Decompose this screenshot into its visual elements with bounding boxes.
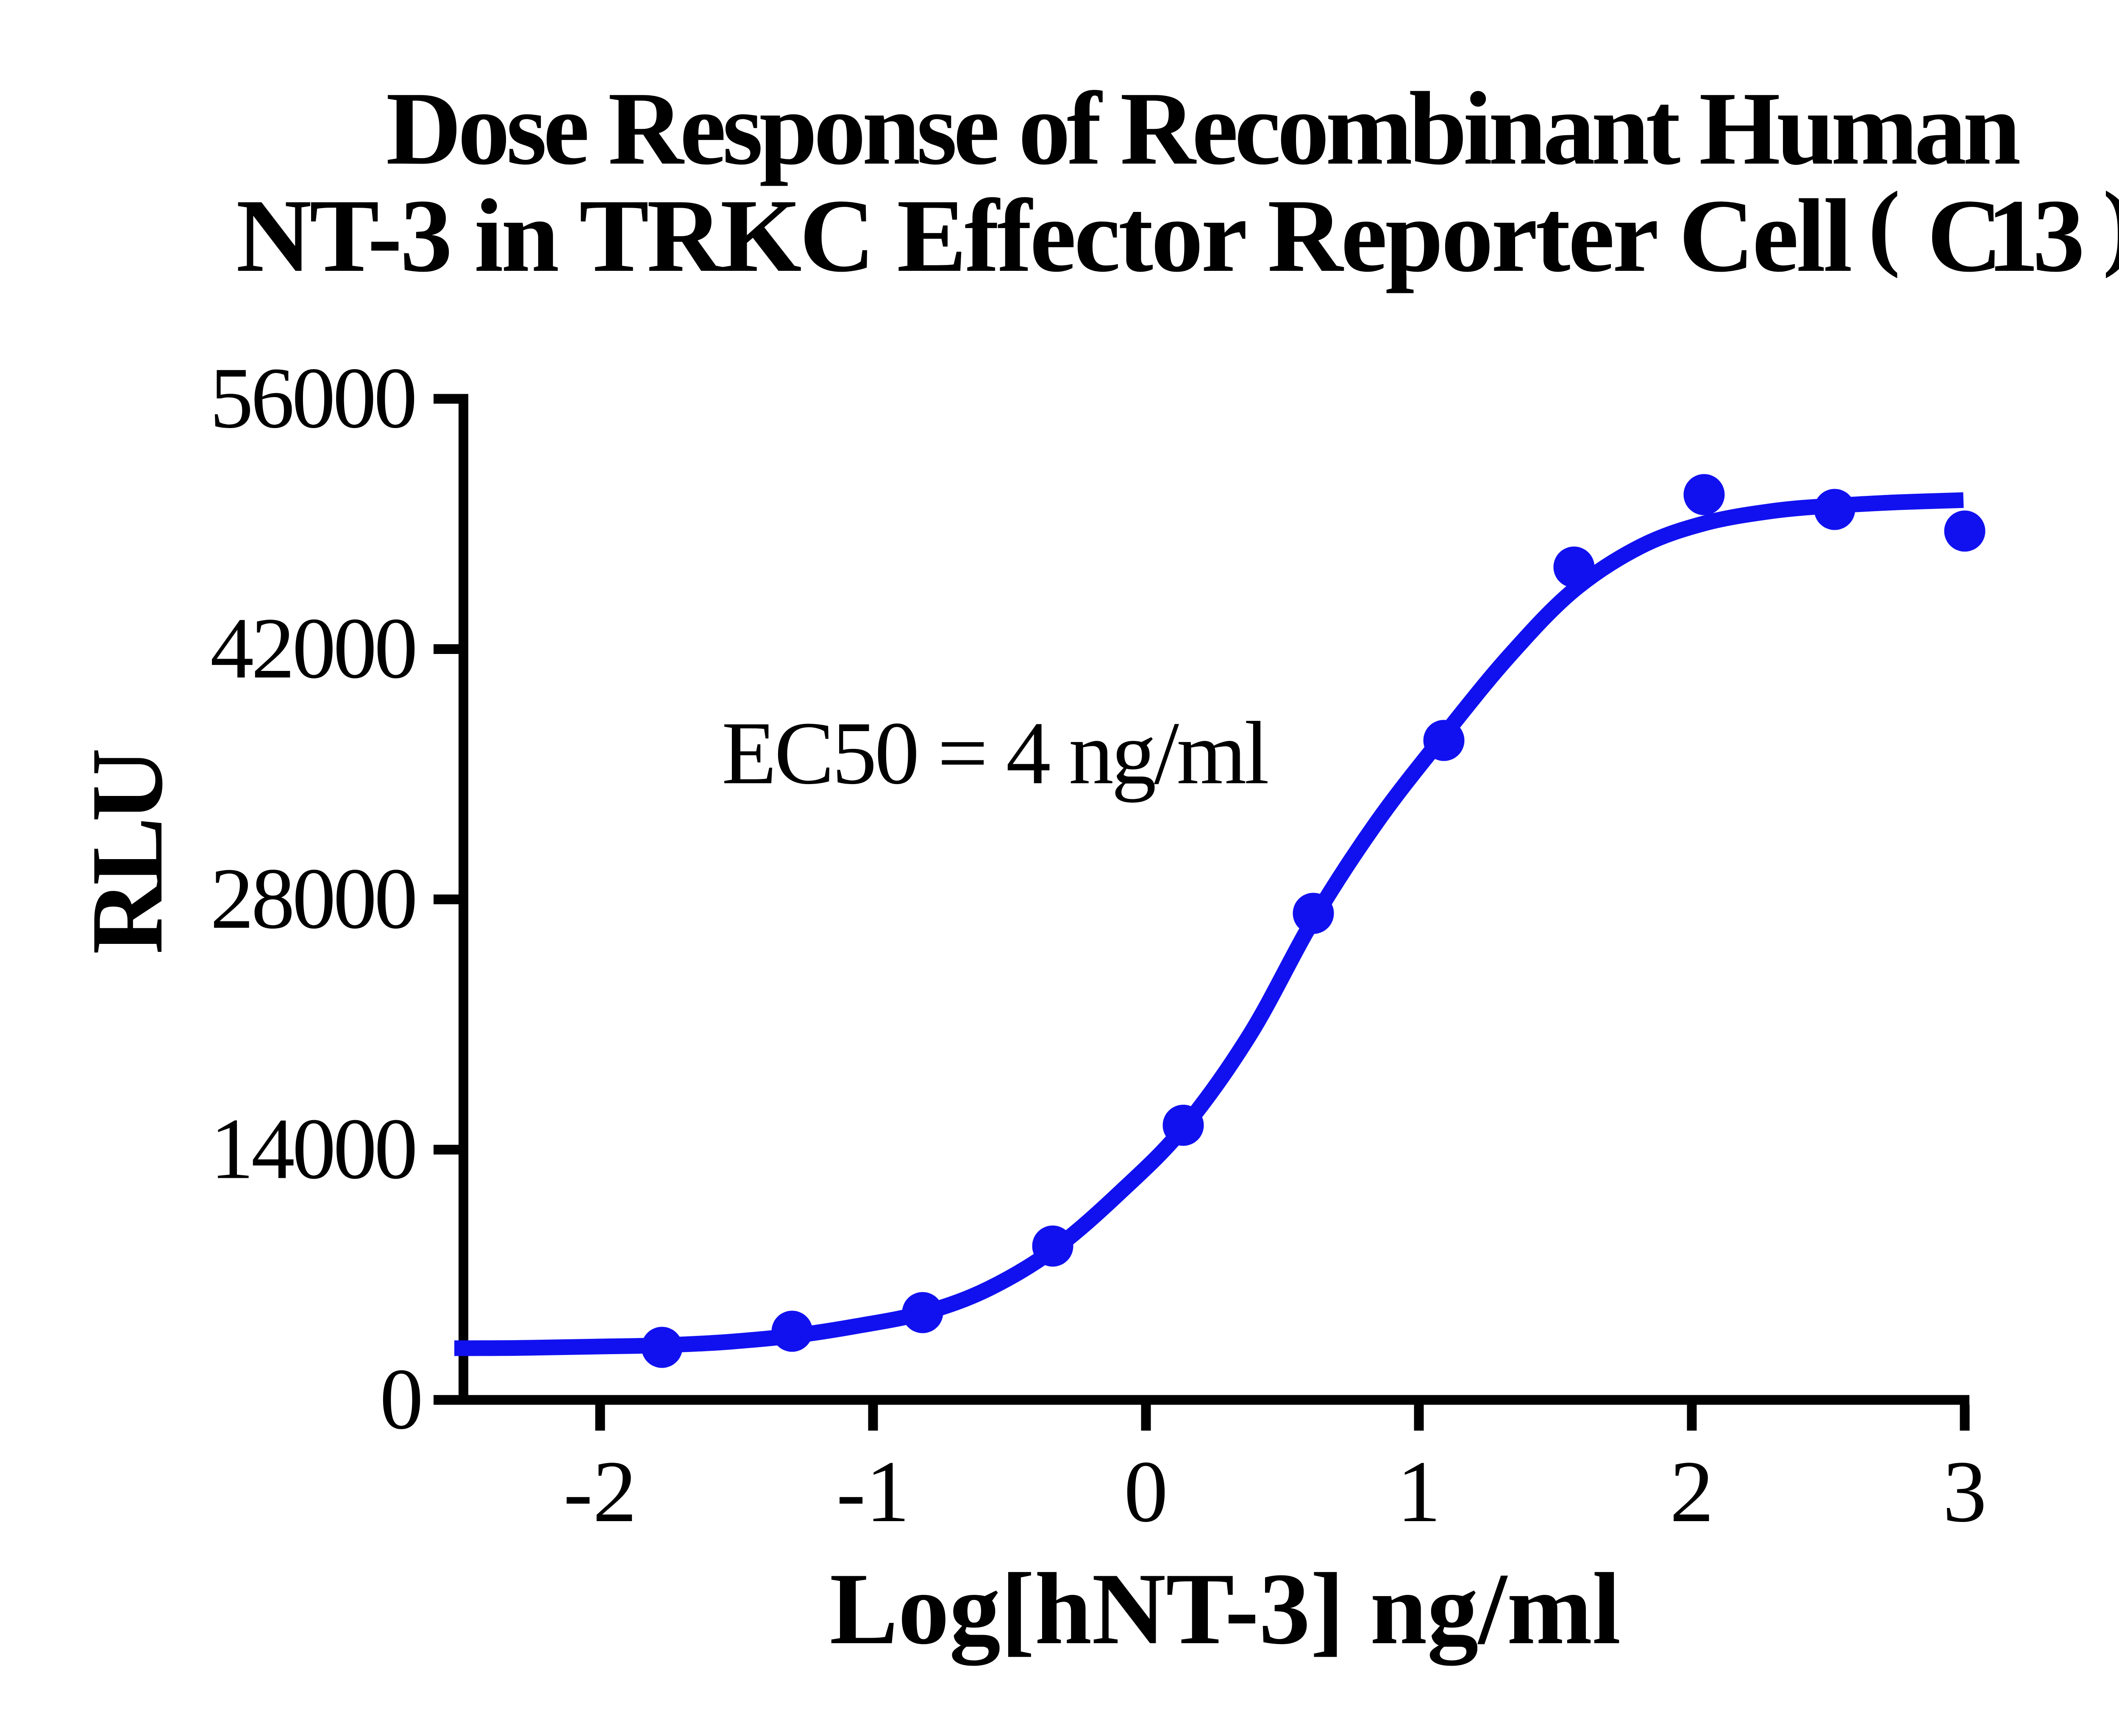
svg-text:C13: C13 xyxy=(1927,178,2085,294)
svg-text:3: 3 xyxy=(1943,1443,1987,1540)
svg-text:Log[hNT-3] ng/ml: Log[hNT-3] ng/ml xyxy=(830,1552,1621,1666)
svg-text:2: 2 xyxy=(1670,1443,1714,1540)
svg-text:14000: 14000 xyxy=(210,1100,418,1197)
svg-text:0: 0 xyxy=(380,1350,423,1447)
svg-text:): ) xyxy=(2103,172,2119,279)
svg-text:1: 1 xyxy=(1397,1443,1441,1540)
svg-text:28000: 28000 xyxy=(210,850,418,947)
svg-text:NT-3 in TRKC Effector Reporter: NT-3 in TRKC Effector Reporter Cell xyxy=(236,178,1852,294)
svg-text:Dose Response of Recombinant H: Dose Response of Recombinant Human xyxy=(386,71,2021,186)
svg-text:(: ( xyxy=(1868,172,1900,279)
svg-text:42000: 42000 xyxy=(210,600,418,697)
svg-text:-1: -1 xyxy=(836,1443,909,1540)
svg-text:EC50 = 4 ng/ml: EC50 = 4 ng/ml xyxy=(722,703,1269,803)
svg-text:56000: 56000 xyxy=(210,349,417,446)
svg-text:RLU: RLU xyxy=(70,748,184,954)
svg-text:-2: -2 xyxy=(563,1443,637,1540)
svg-text:0: 0 xyxy=(1124,1443,1168,1540)
